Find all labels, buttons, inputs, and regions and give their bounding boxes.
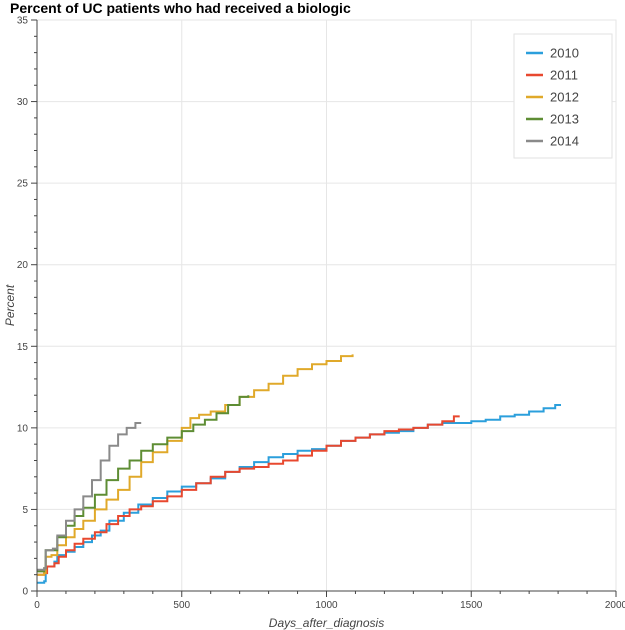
legend-entry: 2010 — [550, 46, 579, 61]
y-tick-label: 10 — [17, 423, 29, 434]
x-tick-label: 0 — [34, 600, 40, 611]
legend-entry: 2011 — [550, 68, 578, 83]
y-tick-label: 20 — [17, 260, 29, 271]
x-tick-label: 500 — [173, 600, 190, 611]
legend: 2010 2011 2012 2013 2014 — [513, 33, 613, 159]
axes: 0 500 1000 1500 2000 0 5 10 15 20 25 30 35 — [17, 16, 625, 612]
legend-entry: 2013 — [550, 112, 579, 127]
y-tick-label: 15 — [17, 342, 29, 353]
x-tick-label: 1000 — [315, 600, 338, 611]
y-axis-label: Percent — [3, 284, 17, 326]
series-line-2014 — [37, 422, 142, 571]
x-tick-label: 2000 — [605, 600, 625, 611]
y-tick-label: 0 — [22, 587, 28, 598]
y-tick-label: 25 — [17, 179, 29, 190]
legend-entry: 2012 — [550, 90, 579, 105]
chart-title: Percent of UC patients who had received … — [10, 0, 351, 16]
x-axis-label: Days_after_diagnosis — [269, 616, 384, 630]
series-lines — [37, 354, 561, 584]
x-tick-label: 1500 — [460, 600, 483, 611]
y-tick-label: 5 — [22, 505, 28, 516]
series-line-2010 — [37, 404, 561, 584]
series-line-2011 — [37, 415, 460, 576]
y-tick-label: 30 — [17, 97, 29, 108]
series-line-2013 — [37, 395, 250, 573]
y-tick-label: 35 — [17, 16, 29, 27]
legend-entry: 2014 — [550, 134, 579, 149]
